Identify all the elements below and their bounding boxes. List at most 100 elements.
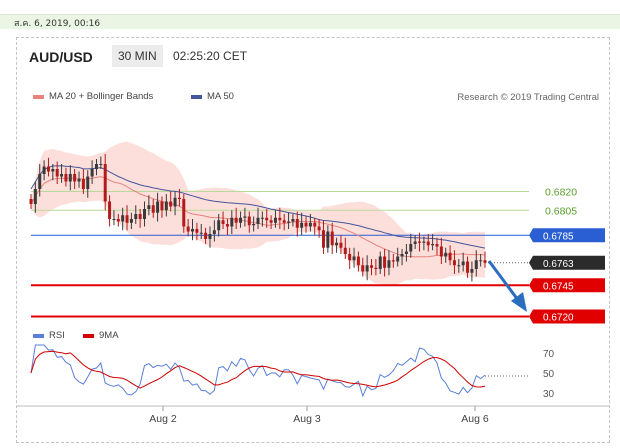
rsi-ma9-line [30,350,486,389]
candle-body [343,247,347,254]
level-tag-pointer-0.6720 [529,309,533,324]
candle-body [370,265,373,268]
candle-body [204,232,208,239]
candle-body [387,260,391,268]
chart-header: AUD/USD 30 MIN 02:25:20 CET [17,38,609,76]
candle-body [195,229,199,233]
candle-body [278,217,282,221]
candle-body [448,252,452,261]
candle-body [326,231,330,248]
timeframe-badge[interactable]: 30 MIN [112,45,163,67]
candle-body [466,261,470,273]
candle-body [348,254,352,261]
candle-body [234,217,238,223]
candle-body [177,197,181,199]
candle-body [143,209,146,219]
candle-body [208,234,212,239]
level-tag-pointer-0.6745 [529,278,533,293]
candle-body [68,174,72,182]
candle-body [335,242,339,246]
candle-body [94,164,98,169]
candle-body [99,164,103,165]
candle-body [461,261,465,266]
candle-body [260,217,264,219]
x-tick-label: Aug 2 [149,413,177,425]
candle-body [300,222,304,228]
candle-body [483,260,487,263]
candle-body [295,219,299,228]
candle-body [103,164,107,202]
candle-body [108,201,112,219]
candle-body [138,214,142,219]
candle-body [374,267,378,269]
ma50-legend-swatch [191,95,202,99]
candle-body [452,260,456,266]
candle-body [64,174,68,182]
candle-body [247,216,251,226]
candle-body [304,222,308,227]
candle-body [400,254,404,257]
ma9-legend-swatch [83,334,94,338]
candle-body [55,169,59,177]
candle-body [182,199,186,227]
candle-body [217,220,221,231]
bollinger-legend-swatch [33,95,44,99]
candle-body [317,226,321,231]
candle-body [470,269,474,273]
candle-body [169,201,173,207]
candle-body [409,244,413,252]
candle-body [273,217,277,223]
forecast-arrow-shaft [487,260,520,301]
candle-body [186,226,190,232]
candle-body [418,241,422,243]
forecast-arrow-head [511,292,527,312]
candle-body [287,221,291,223]
bollinger-legend-label: MA 20 + Bollinger Bands [49,91,154,102]
rsi-tick-50: 50 [543,369,555,380]
level-label-0.6745: 0.6745 [543,281,574,292]
candle-body [147,205,151,209]
candle-body [33,189,37,204]
candle-body [134,214,138,219]
level-label-0.6720: 0.6720 [543,313,574,324]
level-tag-0.6785 [533,228,605,243]
candle-body [313,222,317,227]
candle-body [474,260,478,269]
candle-body [479,260,483,262]
time-label: 02:25:20 CET [173,49,248,63]
candle-body [230,217,234,227]
candle-body [422,241,426,243]
candle-body [378,256,382,269]
candle-body [125,215,129,223]
x-tick-label: Aug 6 [461,413,489,425]
candle-body [291,219,295,222]
candle-body [46,166,50,172]
candle-body [225,224,229,227]
candle-body [439,246,443,257]
candle-body [156,201,160,213]
candle-body [116,219,120,222]
candle-body [73,174,77,182]
candle-body [243,216,247,218]
candle-body [60,174,64,177]
x-tick-label: Aug 3 [293,413,321,425]
ma9-legend-label: 9MA [99,330,119,341]
candle-body [42,166,46,174]
candle-body [435,244,439,247]
candle-body [396,256,400,262]
rsi-line [30,344,486,398]
candle-body [361,265,365,272]
price-chart: 0.6820 0.6805 0.6785 0.6763 0.6745 0.6720 70 50… [17,141,609,425]
level-label-0.6785: 0.6785 [543,231,574,242]
timestamp: ส.ค. 6, 2019, 00:16 [14,19,101,29]
candle-body [383,256,387,268]
candle-body [121,215,125,222]
level-tag-0.6720 [533,309,605,324]
candle-body [164,201,168,211]
level-label-0.6820: 0.6820 [545,187,577,199]
candle-body [356,256,360,266]
candle-body [160,201,164,211]
level-tag-pointer-0.6785 [529,228,533,243]
rsi-legend-label: RSI [49,330,65,341]
candle-body [90,169,94,177]
